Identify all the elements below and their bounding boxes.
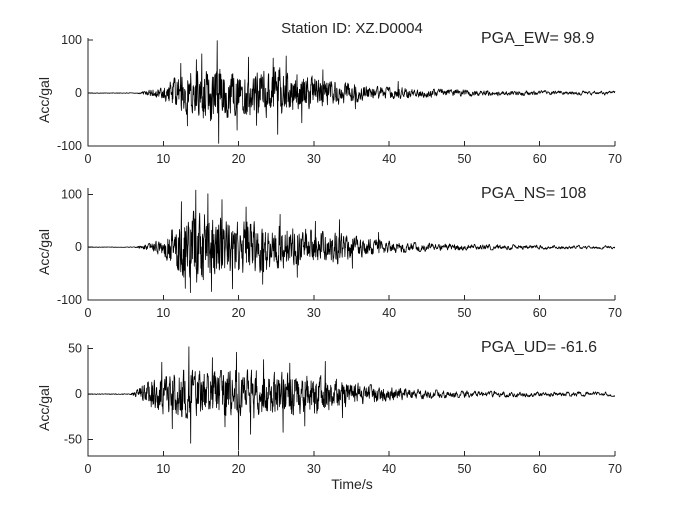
y-tick-label: 0 (75, 86, 82, 100)
x-tick-label: 10 (156, 462, 170, 476)
waveform-ns (87, 189, 616, 294)
x-tick-label: 70 (608, 306, 622, 320)
axes-ns (87, 188, 616, 301)
x-tick-label: 30 (307, 462, 321, 476)
subplot-ud: 0 10 20 30 40 50 60 70 -50 0 50 (64, 342, 622, 476)
x-tick-label: 50 (457, 462, 471, 476)
y-tick-label: -100 (57, 293, 82, 307)
x-tick-label: 50 (457, 152, 471, 166)
waveform-ew (87, 40, 616, 144)
ylabel-ud: Acc/gal (36, 385, 52, 431)
x-tick-label: 70 (608, 152, 622, 166)
y-tick-label: 100 (61, 187, 82, 201)
x-tick-label: 20 (232, 306, 246, 320)
x-tick-label: 30 (307, 306, 321, 320)
x-tick-label: 70 (608, 462, 622, 476)
ylabel-ew: Acc/gal (36, 77, 52, 123)
x-tick-label: 60 (533, 306, 547, 320)
x-tick-label: 40 (382, 152, 396, 166)
figure-title: Station ID: XZ.D0004 (281, 20, 423, 37)
x-tick-label: 50 (457, 306, 471, 320)
axis-line (87, 188, 615, 301)
x-tick-label: 20 (232, 462, 246, 476)
x-tick-label: 40 (382, 462, 396, 476)
pga-ud-label: PGA_UD= -61.6 (481, 339, 597, 356)
waveform-ud (87, 346, 616, 451)
y-tick-label: 100 (61, 33, 82, 47)
x-tick-label: 10 (156, 152, 170, 166)
x-tick-label: 60 (533, 152, 547, 166)
x-tick-label: 20 (232, 152, 246, 166)
x-tick-label: 10 (156, 306, 170, 320)
x-tick-label: 30 (307, 152, 321, 166)
y-tick-label: -100 (57, 139, 82, 153)
pga-ns-label: PGA_NS= 108 (481, 185, 587, 202)
pga-ew-label: PGA_EW= 98.9 (481, 30, 594, 47)
ylabel-ns: Acc/gal (36, 229, 52, 275)
y-tick-label: 0 (75, 387, 82, 401)
y-tick-label: -50 (64, 433, 82, 447)
x-tick-label: 0 (85, 306, 92, 320)
y-tick-label: 50 (68, 342, 82, 356)
x-tick-label: 0 (85, 462, 92, 476)
x-tick-label: 0 (85, 152, 92, 166)
x-tick-label: 60 (533, 462, 547, 476)
x-tick-label: 40 (382, 306, 396, 320)
y-tick-label: 0 (75, 240, 82, 254)
xlabel: Time/s (331, 476, 372, 492)
